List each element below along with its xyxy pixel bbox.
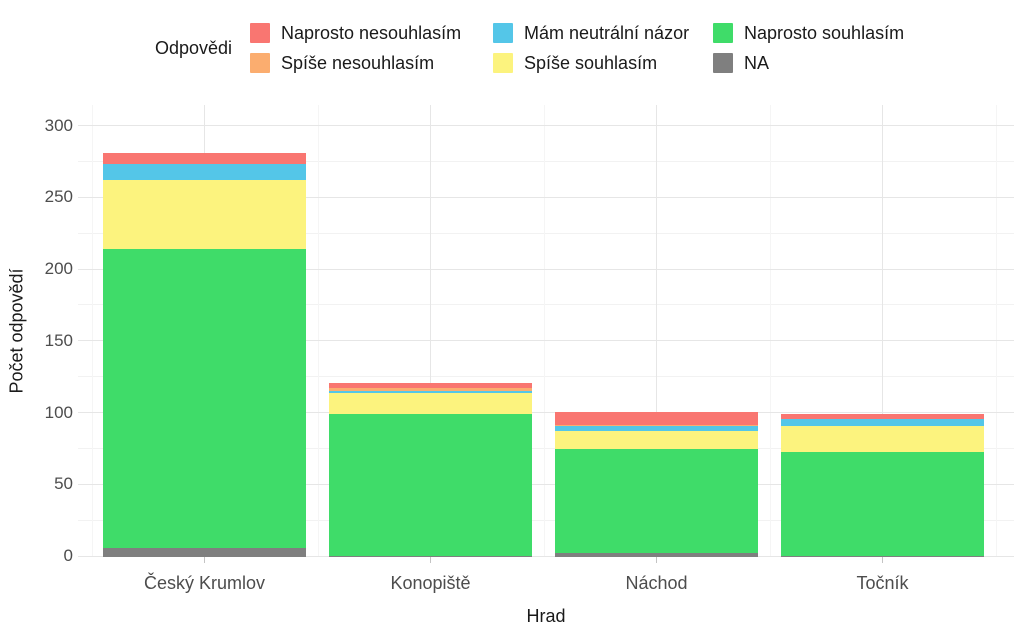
legend-title: Odpovědi [155, 37, 233, 58]
y-tick-label: 150 [44, 330, 73, 350]
bar-segment [781, 426, 984, 453]
legend-key-orange-icon [250, 53, 270, 73]
x-axis-tick [882, 557, 883, 563]
bar-segment [555, 449, 758, 553]
legend-key-gray-icon [713, 53, 733, 73]
x-tick-label: Točník [856, 573, 909, 593]
bar-segment [329, 413, 532, 556]
y-tick-label: 200 [44, 259, 73, 279]
bar-segment [781, 413, 984, 420]
y-grid-minor [78, 304, 1014, 306]
y-grid-minor [78, 232, 1014, 234]
x-grid-major [656, 105, 657, 557]
bar-segment [555, 426, 758, 431]
x-grid-minor [769, 105, 771, 557]
y-grid-minor [78, 519, 1014, 521]
x-grid-minor [317, 105, 319, 557]
legend-item-label: Mám neutrální názor [524, 22, 690, 43]
legend-item-naprosto-souhlasim: Naprosto souhlasím [713, 23, 904, 43]
x-axis-tick [656, 557, 657, 563]
legend-key-red-icon [250, 23, 270, 43]
y-tick-label: 250 [44, 187, 73, 207]
x-grid-major [882, 105, 883, 557]
y-grid-major [78, 340, 1014, 342]
legend-item-spise-nesouhlasim: Spíše nesouhlasím [250, 53, 493, 73]
y-grid-minor [78, 376, 1014, 378]
legend-item-label: Spíše souhlasím [524, 52, 658, 73]
legend-items: Naprosto nesouhlasím Spíše nesouhlasím M… [250, 23, 904, 73]
bar-segment [781, 555, 984, 557]
legend-item-label: Naprosto souhlasím [744, 22, 905, 43]
x-grid-minor [543, 105, 545, 557]
legend-key-blue-icon [493, 23, 513, 43]
y-grid-major [78, 125, 1014, 127]
y-grid-major [78, 268, 1014, 270]
bar-segment [781, 452, 984, 556]
legend-item-label: Naprosto nesouhlasím [281, 22, 462, 43]
bar-segment [329, 383, 532, 388]
x-tick-label: Náchod [625, 573, 688, 593]
x-axis-tick [204, 557, 205, 563]
x-axis-tick [430, 557, 431, 563]
y-tick-label: 300 [44, 115, 73, 135]
bar-segment [555, 425, 758, 427]
legend-item-spise-souhlasim: Spíše souhlasím [493, 53, 713, 73]
bar-segment [781, 419, 984, 427]
bar-segment [103, 548, 306, 557]
y-grid-major [78, 196, 1014, 198]
bar-segment [329, 393, 532, 414]
x-tick-label: Český Krumlov [143, 573, 266, 593]
y-grid-minor [78, 447, 1014, 449]
bar-segment [103, 179, 306, 249]
x-grid-major [430, 105, 431, 557]
y-grid-minor [78, 161, 1014, 163]
bar-segment [329, 555, 532, 557]
bar-segment [555, 552, 758, 557]
y-tick-label: 0 [63, 546, 73, 565]
legend: Odpovědi Naprosto nesouhlasím Spíše neso… [155, 23, 904, 73]
y-grid-major [78, 483, 1014, 485]
bar-segment [329, 390, 532, 394]
y-grid-major [78, 555, 1014, 557]
y-axis-title: Počet odpovědí [6, 268, 27, 394]
y-tick-label: 100 [44, 402, 73, 422]
bar-segment [555, 412, 758, 426]
legend-key-green-icon [713, 23, 733, 43]
legend-item-na: NA [713, 53, 904, 73]
legend-item-label: NA [744, 52, 770, 73]
y-grid-major [78, 412, 1014, 414]
legend-item-naprosto-nesouhlasim: Naprosto nesouhlasím [250, 23, 493, 43]
bar-segment [103, 164, 306, 180]
y-tick-label: 50 [54, 474, 73, 494]
x-grid-minor [91, 105, 93, 557]
bar-segment [329, 387, 532, 391]
x-tick-label: Konopiště [390, 573, 471, 593]
x-axis-title: Hrad [526, 606, 566, 626]
bar-segment [103, 248, 306, 549]
bar-segment [555, 430, 758, 450]
bar-segment [103, 152, 306, 164]
x-grid-minor [995, 105, 997, 557]
legend-item-mam-neutralni-nazor: Mám neutrální názor [493, 23, 713, 43]
legend-item-label: Spíše nesouhlasím [281, 52, 435, 73]
legend-key-yellow-icon [493, 53, 513, 73]
